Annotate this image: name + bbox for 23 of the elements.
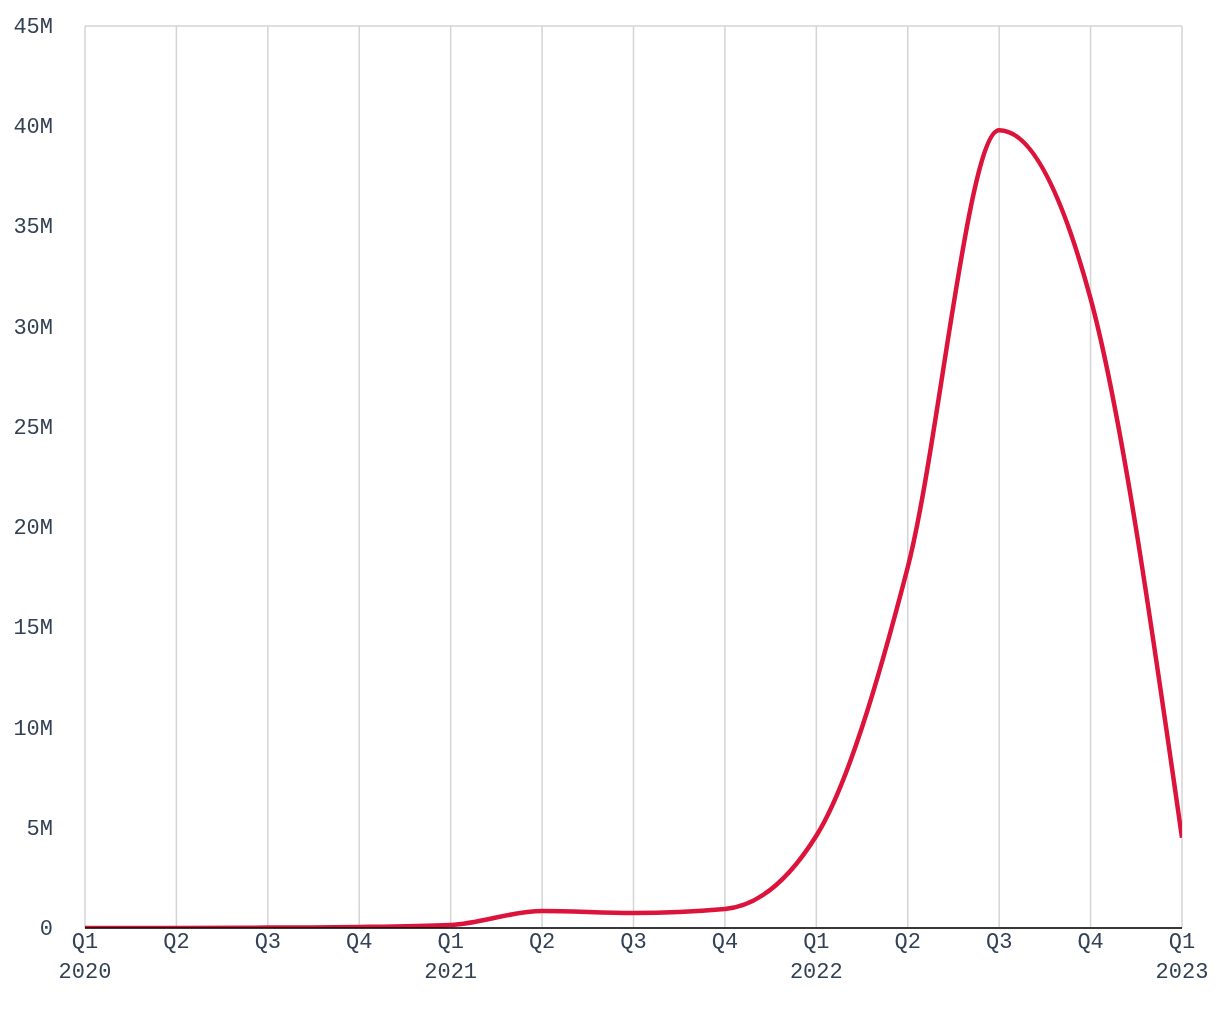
y-tick-label: 25M <box>13 415 53 441</box>
x-tick-label: Q1 2021 <box>424 930 478 985</box>
x-tick-label: Q2 <box>163 930 190 955</box>
y-tick-label: 30M <box>13 315 53 341</box>
x-tick-label: Q2 <box>894 930 921 955</box>
y-tick-label: 45M <box>13 15 53 40</box>
y-tick-label: 35M <box>13 215 53 241</box>
x-tick-label: Q4 <box>711 930 739 955</box>
x-tick-label: Q2 <box>528 930 556 955</box>
y-tick-label: 0 <box>39 917 53 942</box>
y-tick-label: 5M <box>26 816 53 842</box>
x-tick-label: Q4 <box>1077 930 1104 955</box>
y-tick-label: 20M <box>13 516 53 542</box>
x-tick-label: Q3 <box>254 930 282 955</box>
x-tick-label: Q1 2022 <box>789 930 843 985</box>
x-tick-label: Q4 <box>346 930 373 955</box>
y-tick-label: 40M <box>13 115 53 141</box>
x-tick-label: Q1 2020 <box>58 930 112 985</box>
x-tick-label: Q3 <box>985 930 1013 955</box>
x-tick-label: Q3 <box>620 930 647 955</box>
y-tick-label: 10M <box>13 716 53 742</box>
y-tick-label: 15M <box>13 616 53 642</box>
x-tick-label: Q1 2023 <box>1155 930 1209 985</box>
